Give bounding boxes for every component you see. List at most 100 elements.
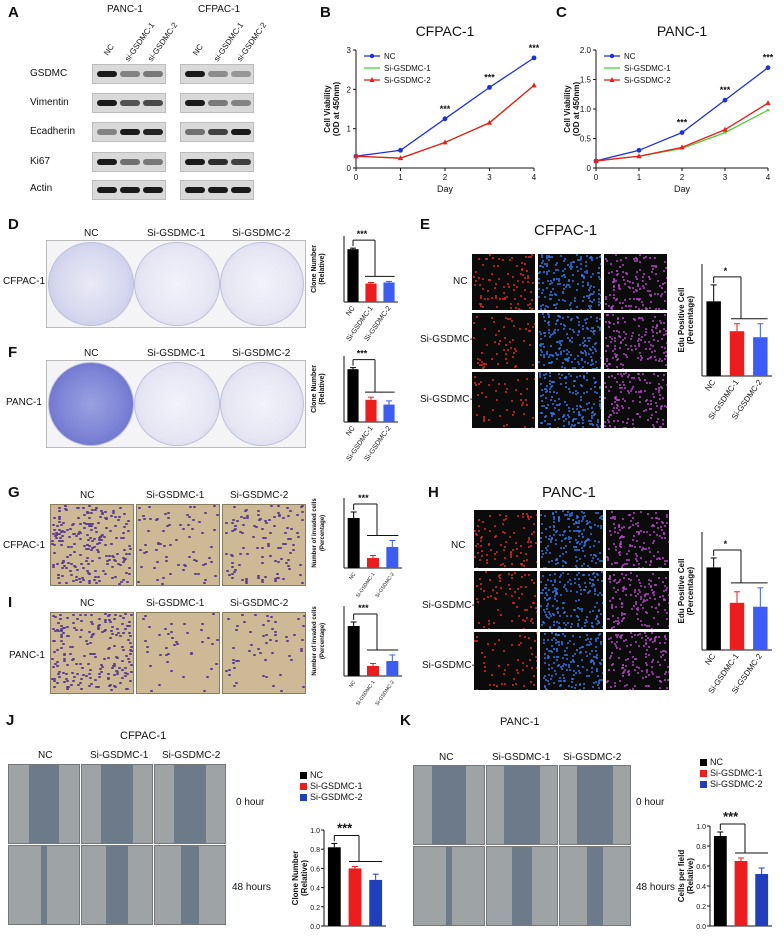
texture-dot bbox=[577, 571, 580, 574]
texture-dot bbox=[650, 561, 653, 564]
texture-dot bbox=[564, 649, 566, 652]
texture-dot bbox=[512, 325, 515, 328]
texture-dot bbox=[478, 621, 481, 624]
texture-dot bbox=[610, 603, 613, 606]
texture-dot bbox=[598, 516, 601, 519]
texture-dot bbox=[521, 618, 524, 621]
edu-fluorescence-image bbox=[604, 254, 667, 310]
texture-dot bbox=[62, 530, 66, 533]
texture-dot bbox=[665, 670, 668, 673]
texture-dot bbox=[574, 565, 577, 568]
texture-dot bbox=[600, 525, 603, 528]
texture-dot bbox=[105, 562, 109, 565]
texture-dot bbox=[98, 623, 102, 626]
texture-dot bbox=[637, 522, 640, 524]
texture-dot bbox=[547, 617, 550, 620]
texture-dot bbox=[577, 665, 580, 668]
texture-dot bbox=[594, 330, 597, 333]
texture-dot bbox=[568, 391, 571, 394]
texture-dot bbox=[549, 382, 552, 385]
texture-dot bbox=[547, 321, 550, 324]
texture-dot bbox=[659, 687, 662, 690]
texture-dot bbox=[547, 682, 550, 685]
texture-dot bbox=[575, 254, 578, 257]
texture-dot bbox=[491, 648, 494, 651]
texture-dot bbox=[112, 662, 116, 665]
texture-dot bbox=[576, 573, 579, 576]
texture-dot bbox=[664, 563, 667, 566]
texture-dot bbox=[119, 682, 123, 685]
texture-dot bbox=[570, 625, 573, 628]
texture-dot bbox=[558, 622, 561, 625]
texture-dot bbox=[640, 637, 643, 640]
texture-dot bbox=[650, 294, 653, 297]
texture-dot bbox=[174, 539, 178, 542]
texture-dot bbox=[162, 529, 166, 532]
texture-dot bbox=[215, 663, 219, 666]
texture-dot bbox=[588, 295, 591, 298]
texture-dot bbox=[653, 350, 656, 353]
blot-strip bbox=[180, 152, 254, 172]
texture-dot bbox=[121, 660, 125, 663]
texture-dot bbox=[524, 426, 527, 428]
texture-dot bbox=[266, 543, 270, 546]
texture-dot bbox=[495, 334, 498, 336]
texture-dot bbox=[600, 357, 601, 360]
texture-dot bbox=[568, 512, 571, 515]
texture-dot bbox=[562, 510, 565, 513]
y-axis-label-unit: (OD at 450nm) bbox=[332, 82, 341, 137]
texture-dot bbox=[567, 685, 570, 688]
texture-dot bbox=[606, 314, 609, 317]
texture-dot bbox=[552, 381, 555, 384]
texture-dot bbox=[554, 306, 557, 309]
texture-dot bbox=[610, 414, 613, 417]
texture-dot bbox=[608, 326, 611, 329]
texture-dot bbox=[598, 622, 601, 625]
texture-dot bbox=[149, 690, 153, 693]
texture-dot bbox=[85, 559, 89, 562]
texture-dot bbox=[160, 582, 164, 585]
y-tick-label: 0 bbox=[587, 164, 592, 173]
texture-dot bbox=[663, 322, 666, 325]
texture-dot bbox=[279, 689, 283, 692]
texture-dot bbox=[649, 289, 652, 292]
texture-dot bbox=[587, 538, 590, 541]
panel-label-i: I bbox=[8, 594, 13, 611]
texture-dot bbox=[564, 545, 567, 548]
texture-dot bbox=[584, 585, 587, 588]
texture-dot bbox=[640, 308, 643, 310]
texture-dot bbox=[593, 606, 596, 609]
texture-dot bbox=[564, 366, 567, 369]
texture-dot bbox=[563, 612, 566, 615]
texture-dot bbox=[544, 567, 547, 568]
texture-dot bbox=[598, 395, 601, 398]
texture-dot bbox=[649, 560, 652, 563]
texture-dot bbox=[124, 667, 128, 670]
texture-dot bbox=[278, 515, 282, 518]
texture-dot bbox=[539, 375, 542, 378]
texture-dot bbox=[576, 548, 579, 551]
texture-dot bbox=[578, 405, 581, 408]
texture-dot bbox=[524, 255, 527, 258]
texture-dot bbox=[555, 600, 558, 602]
texture-dot bbox=[586, 655, 589, 658]
texture-dot bbox=[662, 650, 665, 653]
texture-dot bbox=[64, 673, 68, 676]
y-tick-label: 1 bbox=[347, 125, 352, 134]
texture-dot bbox=[118, 582, 122, 585]
texture-dot bbox=[619, 545, 622, 548]
texture-dot bbox=[253, 654, 257, 657]
texture-dot bbox=[602, 625, 603, 628]
texture-dot bbox=[638, 338, 641, 341]
category-label: NC bbox=[703, 652, 717, 667]
texture-dot bbox=[567, 572, 570, 575]
texture-dot bbox=[170, 622, 174, 625]
texture-dot bbox=[586, 327, 589, 330]
texture-dot bbox=[97, 556, 101, 559]
texture-dot bbox=[609, 576, 612, 579]
texture-dot bbox=[557, 372, 560, 375]
texture-dot bbox=[651, 573, 654, 576]
texture-dot bbox=[528, 255, 531, 258]
texture-dot bbox=[215, 638, 219, 641]
